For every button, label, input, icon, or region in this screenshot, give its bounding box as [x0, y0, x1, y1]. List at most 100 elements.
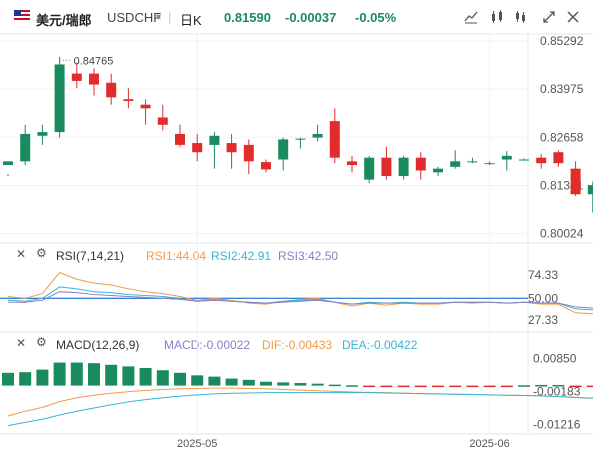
macd-histogram-bar: [88, 363, 100, 386]
macd-settings-icon[interactable]: ⚙: [36, 335, 47, 349]
macd-histogram-bar: [19, 372, 32, 386]
macd-histogram-bar: [466, 385, 479, 388]
price-tick-label: 0.82658: [540, 130, 584, 144]
candle-body: [519, 159, 529, 161]
dea-label: DEA:-0.00422: [342, 338, 418, 352]
candle-body: [467, 161, 478, 163]
rsi-settings-icon[interactable]: ⚙: [36, 246, 47, 260]
dea-line: [7, 392, 593, 427]
candle-body: [37, 132, 48, 136]
macd-tick-label: -0.00183: [533, 384, 581, 398]
macd-tick-label: 0.00850: [533, 351, 577, 365]
candle-body: [536, 157, 547, 164]
timeframe-selector[interactable]: 日K: [180, 13, 202, 28]
candle-body: [415, 157, 426, 171]
macd-histogram-bar: [483, 385, 496, 388]
symbol-code[interactable]: USDCHF: [107, 10, 162, 25]
candle-body: [553, 152, 564, 164]
candle-body: [3, 161, 13, 166]
candle-body: [209, 135, 220, 145]
macd-histogram-bar: [518, 385, 530, 387]
macd-histogram-bar: [500, 385, 513, 388]
candle-body: [484, 163, 495, 165]
price-tick-label: 0.80024: [540, 227, 584, 241]
candle-body: [157, 117, 168, 125]
macd-title: MACD(12,26,9): [56, 338, 140, 352]
candle-body: [243, 144, 254, 162]
macd-histogram-bar: [586, 385, 593, 388]
candle-body: [106, 82, 117, 98]
macd-histogram-bar: [363, 385, 376, 388]
candle-body: [398, 157, 409, 176]
macd-histogram-bar: [36, 369, 49, 386]
macd-collapse-icon[interactable]: ✕: [16, 336, 27, 350]
indicator-icon[interactable]: [490, 10, 504, 24]
candle-body: [295, 138, 306, 140]
us-flag-icon: [14, 10, 30, 22]
candle-body: [312, 133, 323, 138]
expand-icon[interactable]: [542, 10, 556, 24]
candle-body: [450, 161, 461, 167]
time-tick-label: 2025-06: [469, 438, 509, 450]
candle-body: [587, 185, 593, 195]
symbol-dropdown-caret[interactable]: ▾: [156, 12, 162, 23]
candle-body: [226, 143, 237, 153]
macd-tick-label: -0.01216: [533, 418, 581, 432]
chart-type-icon[interactable]: [464, 10, 478, 24]
rsi-collapse-icon[interactable]: ✕: [16, 247, 27, 261]
macd-histogram-bar: [174, 372, 186, 386]
header-divider: |: [168, 10, 172, 25]
rsi-title: RSI(7,14,21): [56, 249, 125, 263]
price-tick-label: 0.85292: [540, 34, 584, 48]
rsi3-line: [8, 291, 593, 309]
macd-histogram-bar: [191, 375, 204, 386]
rsi-tick-label: 74.33: [528, 268, 558, 282]
chart-header: 美元/瑞郎 USDCHF ▾ | 日K 0.81590 -0.00037 -0.…: [0, 0, 593, 34]
rsi-tick-label: 50.00: [528, 291, 558, 305]
macd-histogram-bar: [535, 384, 548, 387]
price-change: -0.00037: [285, 10, 337, 25]
high-price-label: 0.84765: [74, 55, 114, 67]
close-icon[interactable]: [566, 10, 580, 24]
macd-histogram-bar: [397, 385, 410, 388]
rsi3-label: RSI3:42.50: [278, 249, 339, 263]
symbol-name[interactable]: 美元/瑞郎: [36, 13, 92, 28]
candle-body: [329, 121, 340, 158]
macd-histogram-bar: [552, 384, 565, 387]
macd-histogram-bar: [260, 381, 272, 386]
candle-body: [570, 168, 581, 195]
rsi1-label: RSI1:44.04: [146, 249, 207, 263]
macd-histogram-bar: [53, 362, 66, 386]
price-change-pct: -0.05%: [355, 10, 397, 25]
candle-body: [71, 73, 82, 81]
price-tick-label: 0.83975: [540, 82, 584, 96]
macd-histogram-bar: [139, 368, 152, 386]
macd-histogram-bar: [311, 383, 324, 386]
candle-body: [192, 143, 203, 153]
macd-histogram-bar: [70, 362, 83, 386]
macd-label: MACD:-0.00022: [164, 338, 251, 352]
macd-histogram-bar: [105, 364, 118, 386]
dif-label: DIF:-0.00433: [262, 338, 333, 352]
macd-histogram-bar: [328, 384, 341, 387]
macd-histogram-bar: [569, 385, 582, 388]
macd-histogram-bar: [346, 385, 358, 387]
macd-histogram-bar: [156, 370, 169, 386]
last-price: 0.81590: [224, 10, 271, 25]
candle-body: [381, 157, 392, 176]
macd-histogram-bar: [294, 383, 307, 386]
macd-histogram-bar: [122, 366, 135, 386]
settings-icon[interactable]: [514, 10, 528, 24]
time-tick-label: 2025-05: [177, 438, 217, 450]
macd-histogram-bar: [2, 372, 14, 386]
candle-body: [501, 155, 512, 160]
candle-body: [54, 64, 65, 133]
candle-body: [278, 139, 289, 160]
rsi-tick-label: 27.33: [528, 313, 558, 327]
candle-body: [261, 162, 271, 170]
macd-histogram-bar: [380, 385, 393, 388]
candle-body: [123, 99, 134, 102]
macd-histogram-bar: [414, 385, 427, 388]
candle-body: [175, 133, 185, 145]
